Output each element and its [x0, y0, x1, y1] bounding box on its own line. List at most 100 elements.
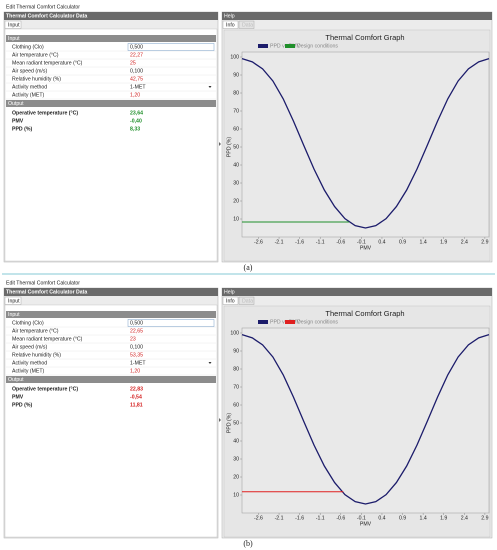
- y-tick-label: 40: [233, 162, 239, 168]
- section-title: Input: [8, 312, 20, 318]
- x-tick-label: 0.4: [378, 239, 385, 245]
- left-title: Thermal Comfort Calculator Data: [6, 14, 87, 20]
- x-tick-label: -0.1: [357, 239, 366, 245]
- form-area: [4, 304, 218, 538]
- input-label: Clothing (Clo): [12, 321, 44, 327]
- input-value[interactable]: 0,100: [130, 345, 143, 351]
- y-tick-label: 30: [233, 456, 239, 462]
- x-tick-label: -1.1: [316, 515, 325, 521]
- x-tick-label: 1.9: [440, 515, 447, 521]
- tab[interactable]: [238, 296, 255, 305]
- input-value[interactable]: 53,35: [130, 353, 143, 359]
- left-title: Thermal Comfort Calculator Data: [6, 290, 87, 296]
- x-tick-label: 0.9: [399, 239, 406, 245]
- caption: (b): [243, 539, 253, 548]
- splitter-arrow[interactable]: [219, 418, 221, 422]
- legend-label: Design conditions: [297, 44, 338, 50]
- output-label: Operative temperature (°C): [12, 111, 78, 117]
- section-bar: [6, 376, 216, 383]
- section-bar: [6, 311, 216, 318]
- tab-label[interactable]: Info: [226, 298, 235, 304]
- right-header: [222, 288, 492, 296]
- tab[interactable]: [222, 20, 239, 29]
- x-tick-label: -2.6: [254, 239, 263, 245]
- x-tick-label: -0.6: [336, 239, 345, 245]
- legend-swatch: [258, 320, 268, 324]
- legend-label: Design conditions: [297, 320, 338, 326]
- dropdown-arrow[interactable]: [208, 362, 212, 364]
- output-label: PMV: [12, 119, 24, 125]
- output-value: -0,40: [130, 119, 142, 125]
- input-box[interactable]: [127, 43, 215, 51]
- x-tick-label: 0.4: [378, 515, 385, 521]
- right-title: Help: [224, 290, 235, 296]
- y-tick-label: 40: [233, 438, 239, 444]
- x-tick-label: -1.6: [295, 239, 304, 245]
- section-bar: [6, 35, 216, 42]
- plot-frame: [241, 51, 490, 238]
- input-value[interactable]: 22,65: [130, 329, 143, 335]
- y-tick-label: 80: [233, 366, 239, 372]
- input-value[interactable]: 0,500: [130, 45, 143, 51]
- y-tick-label: 80: [233, 90, 239, 96]
- input-box[interactable]: [127, 319, 215, 327]
- y-tick-label: 30: [233, 180, 239, 186]
- input-label: Relative humidity (%): [12, 77, 61, 83]
- right-title: Help: [224, 14, 235, 20]
- left-header: [4, 12, 218, 20]
- output-value: 22,83: [130, 387, 143, 393]
- section-title: Output: [8, 377, 24, 383]
- input-value[interactable]: 42,75: [130, 77, 143, 83]
- legend-swatch: [285, 44, 295, 48]
- input-label: Activity (MET): [12, 93, 45, 99]
- y-tick-label: 10: [233, 216, 239, 222]
- input-value[interactable]: 23: [130, 337, 136, 343]
- y-tick-label: 60: [233, 126, 239, 132]
- left-header: [4, 288, 218, 296]
- tab-label[interactable]: Input: [8, 298, 20, 304]
- window-title: Edit Thermal Comfort Calculator: [6, 280, 80, 286]
- splitter-arrow[interactable]: [219, 142, 221, 146]
- y-tick-label: 90: [233, 348, 239, 354]
- x-tick-label: 2.9: [481, 515, 488, 521]
- input-value[interactable]: 1-MET: [130, 361, 146, 367]
- input-label: Air temperature (°C): [12, 329, 59, 335]
- legend-swatch: [285, 320, 295, 324]
- input-value[interactable]: 1,20: [130, 369, 140, 375]
- input-value[interactable]: 25: [130, 61, 136, 67]
- tab-label[interactable]: Input: [8, 22, 20, 28]
- tab[interactable]: [4, 20, 22, 29]
- x-tick-label: 2.4: [461, 515, 468, 521]
- y-tick-label: 60: [233, 402, 239, 408]
- tab-label[interactable]: Info: [226, 22, 235, 28]
- tab[interactable]: [222, 296, 239, 305]
- x-tick-label: 1.9: [440, 239, 447, 245]
- right-header: [222, 12, 492, 20]
- x-tick-label: 2.4: [461, 239, 468, 245]
- tab-label[interactable]: Data: [242, 22, 253, 28]
- tab-label[interactable]: Data: [242, 298, 253, 304]
- plot-frame: [241, 327, 490, 514]
- window-title: Edit Thermal Comfort Calculator: [6, 4, 80, 10]
- legend-swatch: [258, 44, 268, 48]
- input-value[interactable]: 0,100: [130, 69, 143, 75]
- tab[interactable]: [4, 296, 22, 305]
- x-tick-label: -2.1: [275, 239, 284, 245]
- input-value[interactable]: 0,500: [130, 321, 143, 327]
- chart-title: Thermal Comfort Graph: [325, 33, 404, 42]
- section-title: Input: [8, 36, 20, 42]
- input-value[interactable]: 1,20: [130, 93, 140, 99]
- input-label: Air temperature (°C): [12, 53, 59, 59]
- input-value[interactable]: 22,27: [130, 53, 143, 59]
- dropdown-arrow[interactable]: [208, 86, 212, 88]
- panel: Edit Thermal Comfort Calculator Thermal C…: [2, 273, 495, 548]
- chart-title: Thermal Comfort Graph: [325, 309, 404, 318]
- input-value[interactable]: 1-MET: [130, 85, 146, 91]
- tab[interactable]: [238, 20, 255, 29]
- y-tick-label: 100: [230, 330, 239, 336]
- input-label: Activity (MET): [12, 369, 45, 375]
- section-bar: [6, 100, 216, 107]
- input-label: Clothing (Clo): [12, 45, 44, 51]
- output-value: -0,54: [130, 395, 142, 401]
